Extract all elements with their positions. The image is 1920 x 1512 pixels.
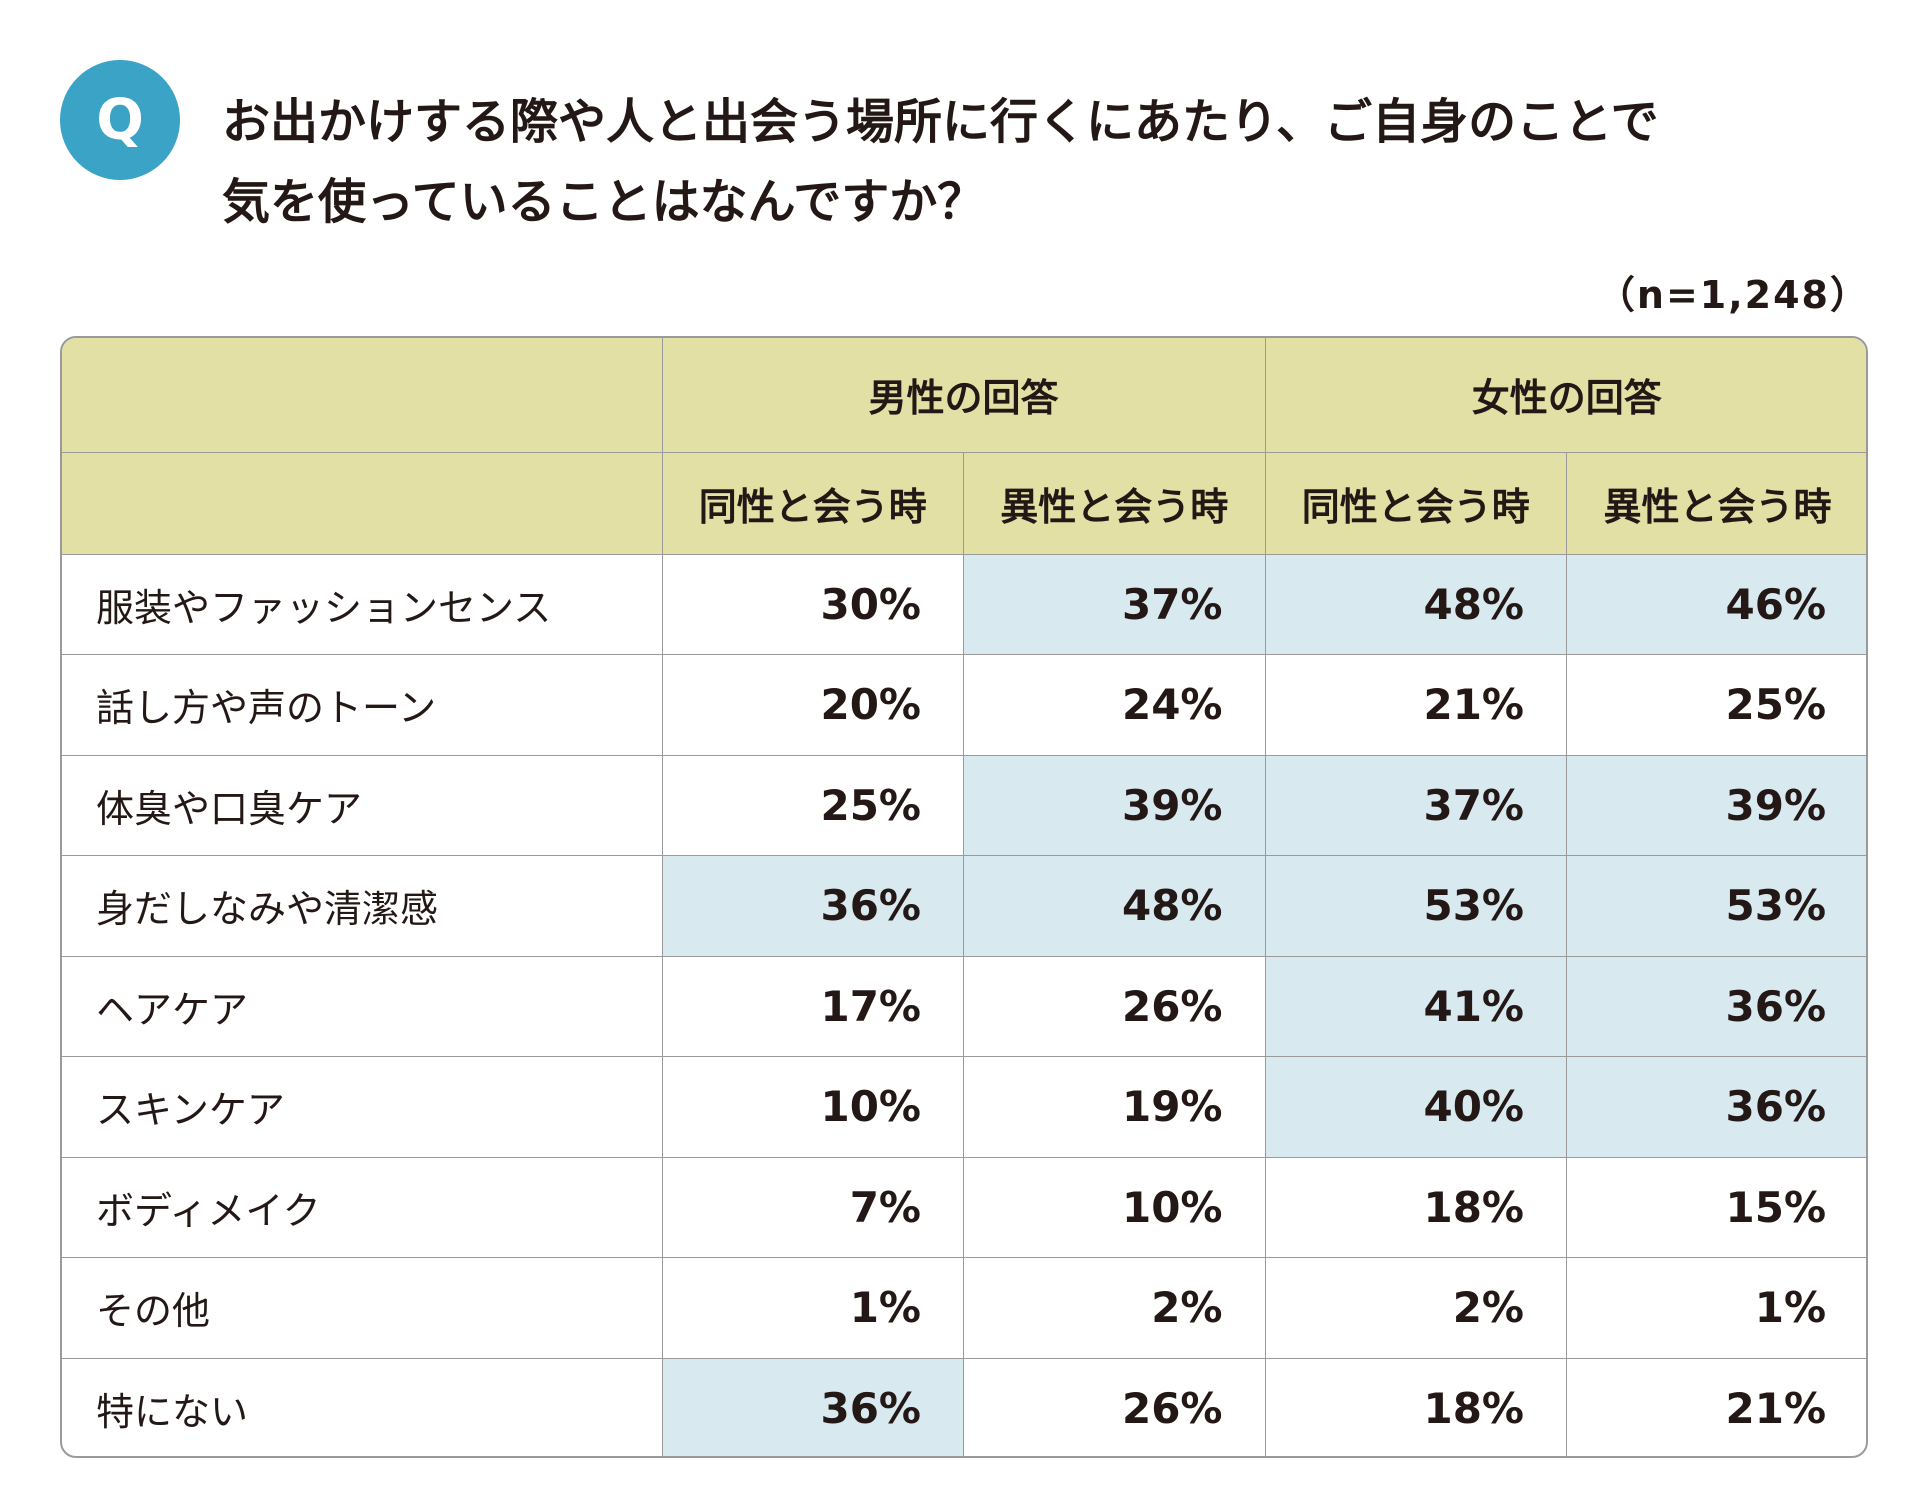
- value-cell: 41%: [1264, 955, 1568, 1057]
- results-table: 男性の回答 女性の回答 同性と会う時 異性と会う時 同性と会う時 異性と会う時 …: [62, 338, 1866, 1456]
- sample-size-note: （n=1,248）: [1596, 273, 1870, 317]
- row-label: その他: [62, 1257, 663, 1359]
- value-cell: 36%: [661, 855, 964, 957]
- value-cell: 48%: [963, 855, 1266, 957]
- row-label: ボディメイク: [62, 1156, 663, 1258]
- value-cell: 26%: [963, 1357, 1266, 1456]
- header-row-columns: 同性と会う時 異性と会う時 同性と会う時 異性と会う時: [62, 451, 1866, 555]
- question-line-1: お出かけする際や人と出会う場所に行くにあたり、ご自身のことで: [222, 94, 1659, 150]
- value-cell: 46%: [1566, 553, 1866, 655]
- value-cell: 10%: [963, 1156, 1266, 1258]
- row-label: 身だしなみや清潔感: [62, 855, 663, 957]
- value-cell: 18%: [1264, 1156, 1568, 1258]
- column-header-male-same-sex: 同性と会う時: [661, 451, 964, 555]
- value-cell: 2%: [1264, 1257, 1568, 1359]
- value-cell: 36%: [661, 1357, 964, 1456]
- table-row: ヘアケア 17% 26% 41% 36%: [62, 955, 1866, 1057]
- value-cell: 25%: [661, 754, 964, 856]
- value-cell: 15%: [1566, 1156, 1866, 1258]
- value-cell: 20%: [661, 654, 964, 756]
- value-cell: 53%: [1566, 855, 1866, 957]
- value-cell: 36%: [1566, 955, 1866, 1057]
- header-corner-cell: [62, 338, 663, 453]
- table-row: スキンケア 10% 19% 40% 36%: [62, 1056, 1866, 1158]
- value-cell: 37%: [1264, 754, 1568, 856]
- value-cell: 37%: [963, 553, 1266, 655]
- results-table-container: 男性の回答 女性の回答 同性と会う時 異性と会う時 同性と会う時 異性と会う時 …: [60, 336, 1868, 1458]
- row-label: 服装やファッションセンス: [62, 553, 663, 655]
- column-header-female-opposite-sex: 異性と会う時: [1566, 451, 1866, 555]
- value-cell: 21%: [1264, 654, 1568, 756]
- row-label: 特にない: [62, 1357, 663, 1456]
- row-label: 体臭や口臭ケア: [62, 754, 663, 856]
- value-cell: 53%: [1264, 855, 1568, 957]
- row-label: ヘアケア: [62, 955, 663, 1057]
- value-cell: 25%: [1566, 654, 1866, 756]
- column-header-female-same-sex: 同性と会う時: [1264, 451, 1568, 555]
- value-cell: 17%: [661, 955, 964, 1057]
- value-cell: 1%: [1566, 1257, 1866, 1359]
- value-cell: 1%: [661, 1257, 964, 1359]
- table-row: その他 1% 2% 2% 1%: [62, 1257, 1866, 1359]
- value-cell: 26%: [963, 955, 1266, 1057]
- question-title: お出かけする際や人と出会う場所に行くにあたり、ご自身のことで 気を使っていること…: [222, 82, 1872, 242]
- table-body: 服装やファッションセンス 30% 37% 48% 46% 話し方や声のトーン 20% 24% 2…: [62, 553, 1866, 1456]
- value-cell: 48%: [1264, 553, 1568, 655]
- value-cell: 30%: [661, 553, 964, 655]
- row-label: スキンケア: [62, 1056, 663, 1158]
- group-header-male: 男性の回答: [661, 338, 1266, 453]
- question-badge-label: Q: [96, 87, 144, 153]
- question-line-2: 気を使っていることはなんですか？: [222, 174, 986, 230]
- row-label: 話し方や声のトーン: [62, 654, 663, 756]
- question-badge-icon: Q: [60, 60, 180, 180]
- header-row-groups: 男性の回答 女性の回答: [62, 338, 1866, 453]
- table-row: 身だしなみや清潔感 36% 48% 53% 53%: [62, 855, 1866, 957]
- table-row: 特にない 36% 26% 18% 21%: [62, 1357, 1866, 1456]
- value-cell: 40%: [1264, 1056, 1568, 1158]
- value-cell: 19%: [963, 1056, 1266, 1158]
- value-cell: 36%: [1566, 1056, 1866, 1158]
- value-cell: 39%: [963, 754, 1266, 856]
- column-header-male-opposite-sex: 異性と会う時: [963, 451, 1266, 555]
- value-cell: 24%: [963, 654, 1266, 756]
- table-row: 体臭や口臭ケア 25% 39% 37% 39%: [62, 754, 1866, 856]
- value-cell: 18%: [1264, 1357, 1568, 1456]
- value-cell: 39%: [1566, 754, 1866, 856]
- table-row: 服装やファッションセンス 30% 37% 48% 46%: [62, 553, 1866, 655]
- table-row: ボディメイク 7% 10% 18% 15%: [62, 1156, 1866, 1258]
- value-cell: 10%: [661, 1056, 964, 1158]
- value-cell: 21%: [1566, 1357, 1866, 1456]
- header-corner-cell: [62, 451, 663, 555]
- table-row: 話し方や声のトーン 20% 24% 21% 25%: [62, 654, 1866, 756]
- value-cell: 7%: [661, 1156, 964, 1258]
- group-header-female: 女性の回答: [1264, 338, 1866, 453]
- value-cell: 2%: [963, 1257, 1266, 1359]
